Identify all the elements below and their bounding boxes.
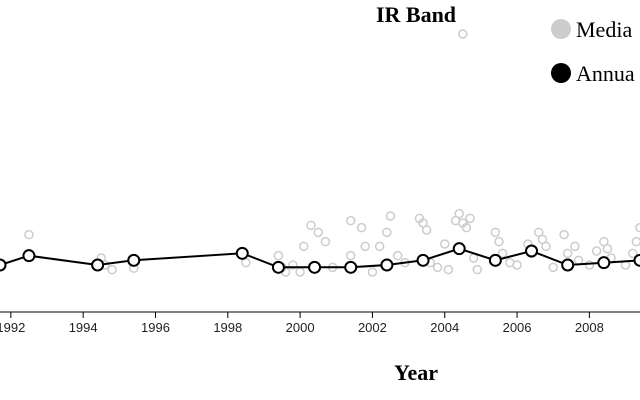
legend: Media Annua: [551, 17, 635, 86]
media-point: [367, 267, 378, 277]
media-point: [313, 227, 323, 238]
x-axis-label: Year: [394, 360, 438, 385]
annual-point: [488, 253, 502, 267]
media-point: [562, 248, 573, 259]
x-tick-label: 2000: [286, 320, 315, 335]
chart-title: IR Band: [376, 2, 456, 27]
legend-annual-marker: [551, 63, 571, 83]
media-point: [374, 241, 385, 252]
annual-point: [308, 260, 322, 274]
annual-point: [22, 249, 36, 263]
media-point: [454, 208, 464, 219]
annual-point: [127, 253, 141, 267]
media-point: [432, 262, 443, 273]
x-tick-label: 2004: [430, 320, 459, 335]
media-point: [635, 222, 640, 233]
media-point: [472, 264, 483, 275]
media-point: [602, 243, 613, 254]
x-tick-label: 1996: [141, 320, 170, 335]
media-point: [541, 241, 551, 252]
media-point: [458, 29, 468, 39]
media-point: [295, 267, 305, 277]
x-tick-label: 1992: [0, 320, 25, 335]
annual-point: [561, 258, 575, 272]
media-point: [421, 225, 432, 235]
media-point: [465, 213, 475, 224]
annual-point: [525, 244, 539, 258]
media-point: [439, 239, 450, 249]
x-tick-label: 1998: [213, 320, 242, 335]
annual-point: [416, 253, 430, 267]
media-point: [241, 257, 251, 268]
media-point: [584, 260, 595, 270]
media-point: [306, 220, 316, 231]
media-point: [356, 222, 367, 233]
media-point: [497, 248, 508, 259]
annual-point: [344, 260, 358, 274]
media-point: [273, 250, 284, 261]
x-tick-label: 2002: [358, 320, 387, 335]
media-point: [631, 236, 640, 247]
media-point: [345, 250, 356, 261]
media-point: [24, 229, 34, 240]
media-point: [298, 241, 309, 252]
legend-media-marker: [551, 19, 571, 39]
x-tick-label: 2006: [503, 320, 532, 335]
annual-point: [0, 258, 7, 272]
media-point: [320, 236, 331, 247]
annual-line: [0, 247, 640, 269]
annual-point: [597, 256, 611, 270]
legend-media-label: Media: [576, 17, 632, 42]
media-point: [628, 248, 638, 259]
annual-point: [452, 242, 466, 256]
annual-point: [91, 258, 105, 272]
media-point: [360, 241, 370, 252]
media-point: [591, 246, 602, 256]
annual-series: [0, 242, 640, 274]
media-point: [288, 260, 298, 270]
media-point: [461, 222, 472, 233]
x-axis: 1992 1994 1996 1998 2000 2002 2004 2006 2008: [0, 311, 640, 335]
media-point: [382, 227, 392, 238]
annual-point: [380, 258, 394, 272]
media-point: [570, 241, 580, 252]
media-point: [107, 264, 117, 275]
x-tick-label: 2008: [575, 320, 604, 335]
legend-annual-label: Annua: [576, 61, 635, 86]
annual-point: [235, 246, 249, 260]
x-tick-label: 1994: [69, 320, 98, 335]
media-point: [385, 211, 396, 221]
media-point: [512, 260, 522, 270]
media-point: [548, 262, 558, 273]
media-series: [24, 29, 640, 277]
media-point: [345, 215, 356, 226]
media-point: [494, 236, 504, 247]
media-point: [490, 227, 501, 238]
media-point: [443, 264, 454, 275]
media-point: [392, 250, 403, 261]
media-point: [559, 229, 569, 240]
annual-point: [633, 253, 640, 267]
annual-point: [271, 260, 285, 274]
